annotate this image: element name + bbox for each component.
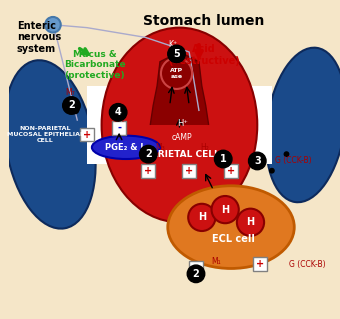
Ellipse shape	[4, 60, 96, 229]
Text: -: -	[117, 123, 121, 133]
Text: PGE₂ & I₂: PGE₂ & I₂	[105, 143, 147, 152]
Text: H: H	[246, 217, 255, 227]
Text: ATP
ase: ATP ase	[170, 68, 183, 79]
Circle shape	[215, 150, 232, 168]
Circle shape	[249, 152, 266, 170]
Text: Stomach lumen: Stomach lumen	[143, 14, 265, 28]
Text: M₁: M₁	[211, 257, 221, 266]
Ellipse shape	[92, 136, 160, 159]
Circle shape	[71, 107, 79, 114]
Text: M₇: M₇	[66, 88, 75, 97]
FancyBboxPatch shape	[189, 261, 203, 275]
Circle shape	[161, 58, 192, 89]
FancyBboxPatch shape	[224, 164, 238, 177]
Circle shape	[211, 196, 239, 223]
Text: NON-PARIETAL
MUCOSAL EPITHELIAL
CELL: NON-PARIETAL MUCOSAL EPITHELIAL CELL	[7, 126, 84, 143]
Text: -: -	[194, 263, 198, 273]
Circle shape	[109, 104, 127, 121]
Text: 3: 3	[254, 156, 261, 166]
Text: Mucus &
Bicarbonate
(protective): Mucus & Bicarbonate (protective)	[64, 50, 125, 80]
Text: Enteric
nervous
system: Enteric nervous system	[17, 21, 61, 54]
Text: PARIETAL CELL: PARIETAL CELL	[145, 150, 220, 159]
Text: H₂: H₂	[200, 143, 209, 152]
FancyBboxPatch shape	[9, 188, 340, 315]
Text: H: H	[221, 204, 229, 215]
Text: H⁺: H⁺	[177, 120, 188, 129]
Text: 2: 2	[145, 149, 152, 159]
Circle shape	[192, 275, 200, 283]
Circle shape	[168, 45, 185, 63]
FancyBboxPatch shape	[182, 164, 196, 177]
Text: 2: 2	[193, 269, 199, 279]
Text: EP₁: EP₁	[114, 117, 125, 123]
Text: H: H	[198, 212, 206, 222]
Circle shape	[269, 168, 275, 174]
FancyBboxPatch shape	[80, 128, 94, 142]
Circle shape	[188, 204, 216, 231]
Text: +: +	[83, 130, 91, 140]
PathPatch shape	[150, 52, 209, 125]
FancyBboxPatch shape	[112, 121, 126, 135]
Ellipse shape	[266, 48, 340, 202]
Text: Acid
(destructive): Acid (destructive)	[168, 44, 240, 66]
Circle shape	[139, 145, 157, 163]
Text: ECL cell: ECL cell	[211, 234, 254, 244]
Circle shape	[284, 151, 289, 157]
Text: +: +	[144, 166, 152, 176]
Text: cAMP: cAMP	[172, 133, 193, 142]
Text: +: +	[185, 166, 193, 176]
FancyBboxPatch shape	[87, 86, 116, 164]
Ellipse shape	[102, 28, 257, 222]
Circle shape	[63, 97, 80, 114]
Text: +: +	[256, 259, 264, 269]
Text: 5: 5	[173, 49, 180, 59]
Circle shape	[237, 209, 264, 236]
Text: +: +	[227, 166, 235, 176]
FancyBboxPatch shape	[141, 164, 155, 177]
Text: M₃: M₃	[155, 143, 165, 152]
Text: 4: 4	[115, 107, 121, 117]
Text: 1: 1	[220, 154, 226, 164]
Text: G (CCK-B): G (CCK-B)	[275, 156, 311, 166]
Circle shape	[45, 17, 61, 33]
Text: K⁺: K⁺	[168, 40, 177, 49]
FancyBboxPatch shape	[253, 257, 267, 271]
Circle shape	[187, 265, 205, 283]
Text: 2: 2	[68, 100, 75, 110]
FancyBboxPatch shape	[243, 86, 272, 164]
Text: G (CCK-B): G (CCK-B)	[289, 260, 326, 269]
Ellipse shape	[168, 186, 294, 269]
